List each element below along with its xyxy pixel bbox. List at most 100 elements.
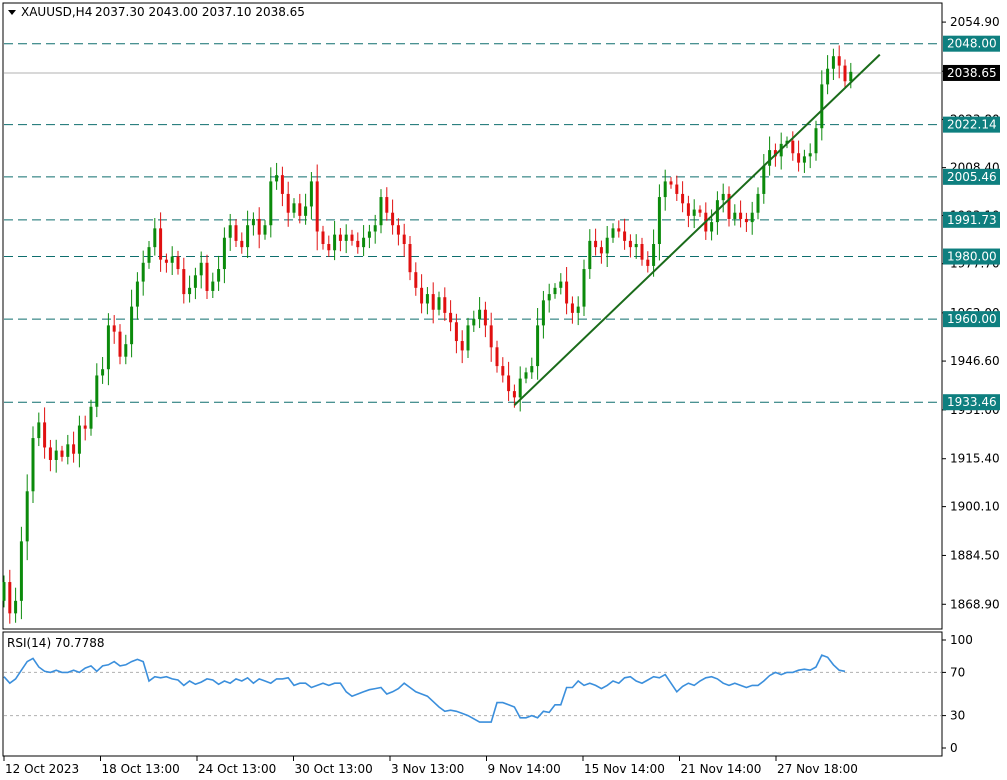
level-tag (943, 35, 1000, 52)
candle-body (472, 319, 476, 326)
dropdown-triangle-icon[interactable] (8, 10, 16, 15)
candle-body (466, 325, 470, 351)
candle-body (802, 156, 806, 163)
candle-body (605, 237, 609, 254)
candle-body (652, 244, 656, 266)
candle-body (327, 244, 331, 251)
price-tick-label: 1868.90 (950, 597, 1000, 611)
time-tick-label: 15 Nov 14:00 (584, 762, 665, 776)
candle-body (379, 197, 383, 226)
level-tag-label: 2005.46 (947, 170, 997, 184)
time-axis: 12 Oct 2023 18 Oct 13:00 24 Oct 13:00 30 Oc… (3, 756, 858, 776)
candle-body (350, 234, 354, 241)
level-tag-label: 2022.14 (947, 118, 997, 132)
rsi-tick-label: 30 (950, 709, 965, 723)
candle-body (657, 197, 661, 245)
candle-body (611, 228, 615, 238)
candle-body (193, 275, 197, 288)
ohlc-values: 2037.30 2043.00 2037.10 2038.65 (95, 5, 305, 19)
time-tick-label: 27 Nov 18:00 (777, 762, 858, 776)
candle-body (692, 209, 696, 216)
price-pane[interactable] (2, 2, 943, 630)
candle-body (768, 150, 772, 166)
candle-body (599, 247, 603, 254)
candle-body (338, 234, 342, 241)
candle-body (849, 71, 853, 82)
candle-body (570, 303, 574, 313)
candle-body (48, 447, 52, 460)
candle-body (60, 450, 64, 457)
candle-body (391, 212, 395, 226)
candle-body (135, 281, 139, 307)
candle-body (89, 406, 93, 429)
time-tick-label: 3 Nov 13:00 (391, 762, 464, 776)
trendline[interactable] (513, 53, 881, 406)
price-tick-label: 1915.40 (950, 452, 1000, 466)
candle-body (454, 322, 458, 342)
level-tag (943, 311, 1000, 328)
rsi-line (3, 654, 846, 723)
candle-body (19, 541, 23, 601)
candle-body (14, 600, 18, 614)
level-tags: 2048.00 2022.14 2005.46 1991.73 1980.00 1960.… (943, 35, 1000, 411)
candle-body (263, 225, 267, 235)
candle-body (164, 259, 168, 263)
candle-body (495, 347, 499, 367)
candle-body (507, 375, 511, 392)
candle-body (808, 153, 812, 157)
level-tag (943, 248, 1000, 265)
candle-body (733, 212, 737, 219)
time-tick-label: 24 Oct 13:00 (198, 762, 276, 776)
candle-body (153, 228, 157, 248)
time-tick-label: 30 Oct 13:00 (295, 762, 373, 776)
candle-body (594, 240, 598, 248)
candle-body (188, 287, 192, 295)
candle-body (721, 193, 725, 201)
candle-body (234, 225, 238, 241)
candle-body (309, 181, 313, 207)
candle-body (797, 153, 801, 163)
candle-body (588, 240, 592, 270)
candle-body (257, 218, 261, 235)
candle-body (333, 234, 337, 251)
candle-body (826, 68, 830, 85)
candle-body (315, 181, 319, 232)
candle-body (773, 150, 777, 157)
candle-body (501, 366, 505, 376)
time-tick-label: 9 Nov 14:00 (488, 762, 561, 776)
candle-body (222, 237, 226, 270)
candle-body (437, 297, 441, 310)
candle-body (170, 256, 174, 263)
candle-body (385, 197, 389, 213)
chart-header: XAUUSD,H4 2037.30 2043.00 2037.10 2038.6… (8, 5, 305, 19)
candle-body (483, 309, 487, 326)
candle-body (147, 247, 151, 263)
time-tick-label: 18 Oct 13:00 (102, 762, 180, 776)
candle-body (286, 193, 290, 213)
rsi-title: RSI(14) 70.7788 (7, 636, 105, 650)
candle-body (744, 218, 748, 223)
time-tick-label: 12 Oct 2023 (5, 762, 79, 776)
candle-body (820, 84, 824, 129)
rsi-pane[interactable] (2, 631, 943, 757)
candle-body (275, 175, 279, 182)
candle-body (489, 325, 493, 348)
candle-body (762, 165, 766, 194)
candle-body (675, 184, 679, 194)
rsi-axis: 100 70 30 0 (942, 633, 973, 755)
candle-body (565, 281, 569, 304)
level-tag-label: 1933.46 (947, 395, 997, 409)
candle-body (292, 203, 296, 213)
candle-body (344, 234, 348, 241)
candle-body (414, 272, 418, 288)
candle-body (634, 244, 638, 248)
candle-body (31, 438, 35, 492)
rsi-tick-label: 100 (950, 633, 973, 647)
candle-body (182, 269, 186, 295)
price-tick-label: 2054.90 (950, 15, 1000, 29)
candle-body (43, 422, 47, 448)
candle-body (547, 294, 551, 301)
candle-body (95, 375, 99, 407)
candle-body (217, 269, 221, 282)
